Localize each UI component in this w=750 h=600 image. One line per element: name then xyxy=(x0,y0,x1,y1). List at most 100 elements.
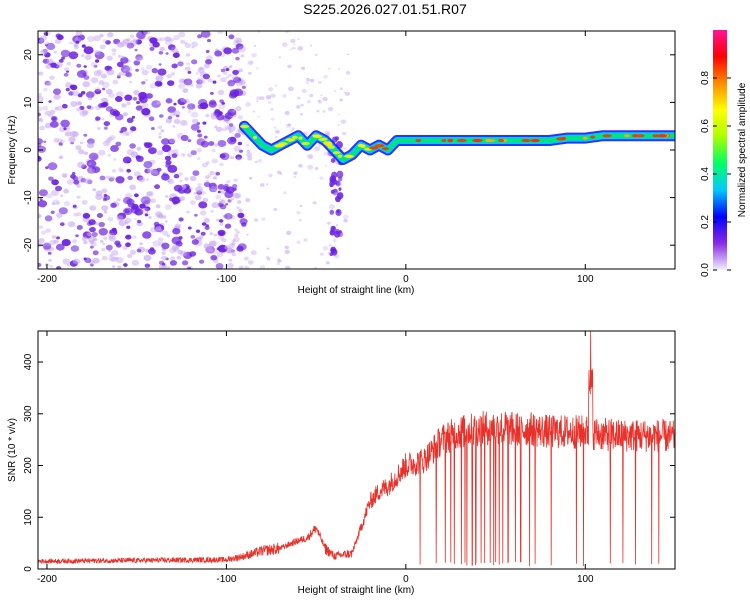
spectrogram-noise-blob xyxy=(119,168,124,173)
spectrogram-noise-blob xyxy=(141,69,149,76)
spectrogram-noise-blob xyxy=(100,73,108,79)
spectrogram-noise-blob xyxy=(226,247,234,254)
spectrogram-hotspot xyxy=(344,154,354,158)
spectrogram-noise-blob xyxy=(239,149,243,153)
spectrogram-noise-blob xyxy=(44,110,51,116)
spectrogram-noise-blob xyxy=(205,224,209,228)
spectrogram-noise-blob xyxy=(187,153,193,158)
spectrogram-noise-blob xyxy=(151,127,155,130)
spectrogram-noise-blob xyxy=(233,146,241,152)
spectrogram-noise-blob xyxy=(191,41,198,47)
colorbar-tick-label: 0.2 xyxy=(700,215,711,229)
spectrogram-noise-blob xyxy=(61,239,71,247)
spectrogram-noise-blob xyxy=(123,263,128,267)
spectrogram-noise-blob xyxy=(124,217,132,223)
spectrogram-noise-blob xyxy=(189,175,197,182)
spectrogram-noise-blob xyxy=(210,91,214,95)
spectrogram-noise-blob xyxy=(61,56,66,60)
spectrogram-noise-blob xyxy=(38,138,43,145)
spectrogram-noise-blob xyxy=(161,144,172,153)
spectrogram-noise-blob xyxy=(214,125,218,129)
spectrogram-noise-blob xyxy=(223,65,228,70)
spectrogram-noise-blob xyxy=(57,138,63,143)
spectrogram-noise-blob xyxy=(116,243,122,248)
spectrogram-noise-blob xyxy=(126,101,131,106)
spectrogram-noise-blob xyxy=(129,143,136,149)
spectrogram-noise-blob xyxy=(319,252,324,256)
spectrogram-noise-blob xyxy=(60,139,65,144)
spectrogram-noise-blob xyxy=(117,265,122,269)
spectrogram-noise-blob xyxy=(172,125,176,128)
spectrogram-noise-blob xyxy=(211,158,218,164)
spectrogram-noise-blob xyxy=(145,64,153,70)
spectrogram-noise-blob xyxy=(117,54,122,58)
spectrogram-noise-blob xyxy=(232,109,236,113)
spectrogram-noise-blob xyxy=(66,263,70,267)
spectrogram-noise-blob xyxy=(217,74,221,78)
spectrogram-noise-blob xyxy=(81,54,85,57)
spectrogram-noise-blob xyxy=(140,196,151,205)
spectrogram-noise-blob xyxy=(223,47,233,55)
spectrogram-noise-blob xyxy=(165,118,173,124)
spectrogram-noise-blob xyxy=(92,250,99,256)
spectrogram-noise-blob xyxy=(293,43,296,45)
spectrogram-noise-blob xyxy=(180,119,188,126)
spectrogram-noise-blob xyxy=(205,175,210,179)
spectrogram-noise-blob xyxy=(89,240,95,245)
spectrogram-noise-blob xyxy=(129,34,135,39)
spectrogram-noise-blob xyxy=(45,166,49,170)
spectrogram-noise-blob xyxy=(81,109,89,116)
spectrogram-noise-blob xyxy=(233,76,241,84)
spectrogram-noise-blob xyxy=(70,174,77,179)
spectrogram-noise-blob xyxy=(158,132,162,136)
spectrogram-noise-blob xyxy=(121,55,125,59)
spectrogram-noise-blob xyxy=(141,108,151,116)
spectrogram-noise-blob xyxy=(237,115,244,120)
spectrogram-noise-blob xyxy=(210,115,217,120)
spectrogram-noise-blob xyxy=(107,32,114,38)
spectrogram-noise-blob xyxy=(169,260,177,266)
spectrogram-noise-blob xyxy=(161,251,166,255)
spectrogram-noise-blob xyxy=(164,195,169,198)
spectrogram-noise-blob xyxy=(298,219,302,222)
spectrogram-noise-blob xyxy=(228,258,233,262)
spectrogram-noise-blob xyxy=(154,184,161,190)
spectrogram-noise-blob xyxy=(56,201,61,205)
spectrogram-noise-blob xyxy=(233,178,238,182)
spectrogram-noise-blob xyxy=(184,177,189,181)
spectrogram-noise-blob xyxy=(45,228,51,233)
spectrogram-noise-blob xyxy=(336,170,344,179)
spectrogram-noise-blob xyxy=(148,248,156,255)
spectrogram-noise-blob xyxy=(274,84,277,87)
spectrogram-noise-blob xyxy=(268,173,273,178)
spectrogram-noise-blob xyxy=(120,65,131,73)
spectrogram-noise-blob xyxy=(324,164,327,167)
spectrogram-noise-blob xyxy=(296,240,301,244)
spectrogram-noise-blob xyxy=(102,140,110,147)
spectrogram-noise-blob xyxy=(122,38,130,45)
spectrogram-noise-blob xyxy=(166,234,170,238)
spectrogram-noise-blob xyxy=(219,190,225,195)
spectrogram-noise-blob xyxy=(125,242,131,247)
spectrogram-noise-blob xyxy=(241,85,246,90)
spectrogram-noise-blob xyxy=(189,251,197,257)
spectrogram-ytick-label: -10 xyxy=(23,190,34,205)
spectrogram-noise-blob xyxy=(322,110,326,113)
spectrogram-noise-blob xyxy=(103,193,108,197)
spectrogram-noise-blob xyxy=(161,138,170,146)
spectrogram-noise-blob xyxy=(144,78,148,82)
spectrogram-noise-blob xyxy=(140,198,145,203)
spectrogram-noise-blob xyxy=(187,226,192,230)
spectrogram-hotspot xyxy=(327,145,335,149)
spectrogram-noise-blob xyxy=(307,164,313,170)
spectrogram-hotspot xyxy=(301,141,310,146)
spectrogram-noise-blob xyxy=(101,117,105,121)
spectrogram-noise-blob xyxy=(180,97,186,102)
spectrogram-noise-blob xyxy=(72,239,78,244)
spectrogram-noise-blob xyxy=(72,171,76,175)
spectrogram-noise-blob xyxy=(116,73,122,78)
spectrogram-noise-blob xyxy=(180,39,185,44)
spectrogram-noise-blob xyxy=(184,41,188,45)
spectrogram-noise-blob xyxy=(227,108,237,116)
spectrogram-noise-blob xyxy=(49,120,59,128)
